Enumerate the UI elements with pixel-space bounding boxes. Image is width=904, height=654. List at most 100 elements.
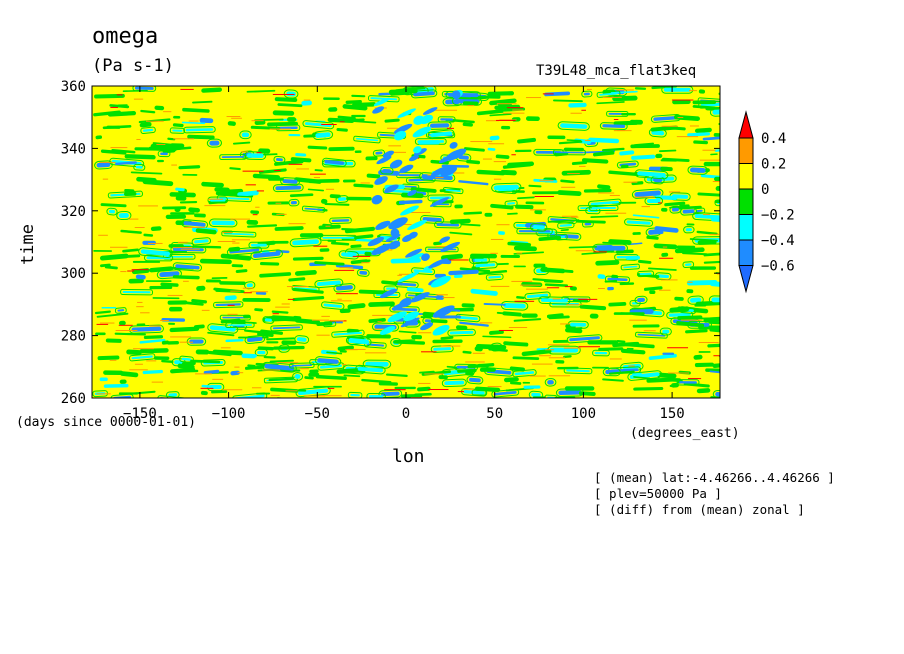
field-streak-edge	[441, 378, 467, 388]
x-axis: −150 −100 −50 0 50 100 150	[123, 86, 685, 422]
field-streak	[247, 224, 278, 228]
field-positive-streak	[180, 248, 200, 250]
x-tick-label: 0	[402, 406, 410, 422]
band-blob	[375, 220, 391, 230]
field-positive-streak	[227, 304, 235, 306]
band-blob	[432, 305, 455, 318]
field-streak-edge	[219, 314, 251, 321]
field-positive-streak	[548, 375, 571, 377]
field-streak-edge	[283, 89, 299, 99]
field-streak	[207, 331, 235, 337]
field-streak	[676, 321, 705, 328]
field-streak	[167, 340, 179, 345]
field-streak	[193, 324, 205, 329]
field-streak	[528, 184, 542, 188]
field-positive-streak	[643, 330, 656, 332]
field-streak-edge	[132, 86, 157, 92]
field-streak-edge	[312, 130, 334, 141]
field-positive-streak	[493, 161, 507, 163]
field-streak	[290, 200, 297, 205]
field-positive-streak	[183, 280, 189, 282]
field-positive-streak	[200, 387, 214, 389]
field-streak	[632, 372, 642, 376]
field-streak	[350, 244, 362, 249]
field-positive-streak	[511, 280, 533, 282]
field-streak	[160, 152, 168, 156]
field-positive-streak	[237, 372, 244, 374]
field-streak-edge	[170, 245, 207, 254]
band-blob	[403, 311, 419, 322]
field-positive-streak	[581, 109, 587, 111]
field-streak	[298, 389, 307, 392]
field-streak-edge	[244, 334, 266, 345]
field-positive-streak	[250, 291, 268, 293]
field-positive-streak	[274, 169, 281, 171]
field-streak	[304, 207, 323, 211]
field-streak-edge	[335, 195, 349, 204]
band-blob	[399, 164, 414, 174]
field-streak	[174, 207, 181, 213]
band-blob	[379, 288, 398, 299]
field-streak	[648, 230, 664, 235]
field-positive-streak	[98, 234, 108, 236]
y-tick-label: 300	[61, 266, 86, 282]
field-streak	[697, 192, 720, 197]
field-streak	[432, 339, 463, 344]
field-streak	[433, 347, 452, 351]
field-streak	[168, 322, 176, 325]
field-positive-streak	[689, 90, 697, 92]
field-streak-edge	[676, 379, 700, 386]
field-streak	[708, 321, 720, 326]
field-positive-streak	[309, 173, 326, 175]
field-streak	[397, 282, 417, 287]
field-streak	[621, 112, 636, 116]
field-positive-streak	[716, 273, 720, 275]
field-streak	[662, 352, 675, 355]
field-streak	[118, 213, 129, 218]
field-streak-edge	[169, 127, 186, 134]
field-streak	[470, 288, 498, 296]
field-positive-streak	[226, 116, 241, 118]
field-streak	[338, 197, 347, 202]
field-streak	[268, 177, 284, 181]
field-streak	[694, 362, 715, 368]
field-positive-streak	[676, 136, 699, 138]
field-positive-streak	[251, 387, 262, 389]
field-streak	[411, 334, 423, 340]
field-streak	[474, 346, 483, 352]
field-streak	[199, 258, 232, 265]
field-positive-streak	[252, 214, 258, 216]
field-streak	[662, 329, 670, 334]
field-streak	[547, 135, 566, 140]
colorbar-box	[738, 188, 754, 215]
field-streak	[455, 325, 468, 331]
field-positive-streak	[204, 205, 226, 207]
field-streak	[517, 196, 535, 200]
field-streak	[323, 303, 342, 308]
field-streak	[689, 297, 702, 303]
field-streak	[698, 351, 711, 353]
field-streak	[651, 86, 678, 90]
field-streak	[514, 149, 532, 153]
field-positive-streak	[148, 242, 163, 244]
field-positive-streak	[387, 127, 398, 129]
field-positive-streak	[230, 218, 251, 220]
field-streak-edge	[596, 90, 621, 98]
field-streak	[512, 356, 540, 360]
field-streak	[705, 106, 720, 111]
field-streak	[317, 358, 339, 364]
colorbar-box	[738, 239, 754, 266]
field-streak	[155, 182, 165, 185]
field-streak-edge	[208, 218, 238, 228]
field-streak	[507, 161, 535, 168]
field-streak	[196, 285, 206, 292]
field-positive-streak	[584, 140, 591, 142]
field-streak	[336, 128, 348, 132]
field-streak	[445, 189, 461, 193]
field-streak	[263, 355, 276, 359]
field-streak	[581, 158, 609, 164]
field-streak	[292, 256, 324, 261]
field-streak	[162, 206, 187, 210]
field-streak-edge	[250, 249, 283, 261]
field-streak-edge	[567, 320, 589, 329]
